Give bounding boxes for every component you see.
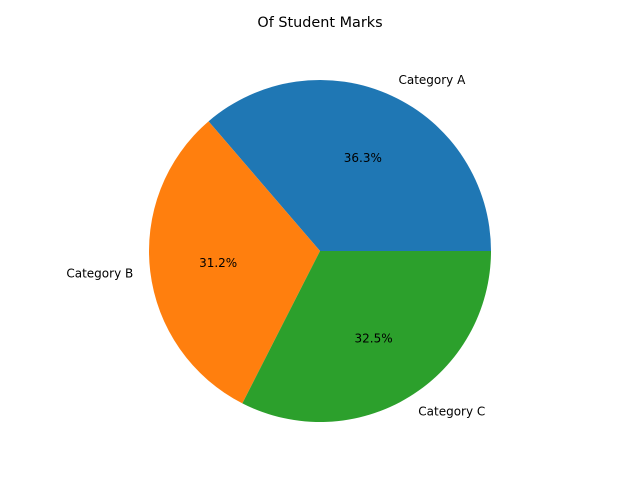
pie-slice-category-a [208,80,491,251]
pie-labels: Category A 36.3% Category B 31.2% Category C… [66,73,485,418]
slice-percent-category-b: 31.2% [199,256,237,270]
slice-label-category-b: Category B [66,266,133,280]
slice-label-category-a: Category A [398,73,466,87]
chart-title: Of Student Marks [257,15,382,31]
slice-label-category-c: Category C [418,404,485,418]
pie-slice-category-b [148,121,320,404]
slice-percent-category-a: 36.3% [344,151,382,165]
pie-slices [148,80,491,422]
pie-slice-category-c [242,251,491,422]
slice-percent-category-c: 32.5% [355,331,393,345]
